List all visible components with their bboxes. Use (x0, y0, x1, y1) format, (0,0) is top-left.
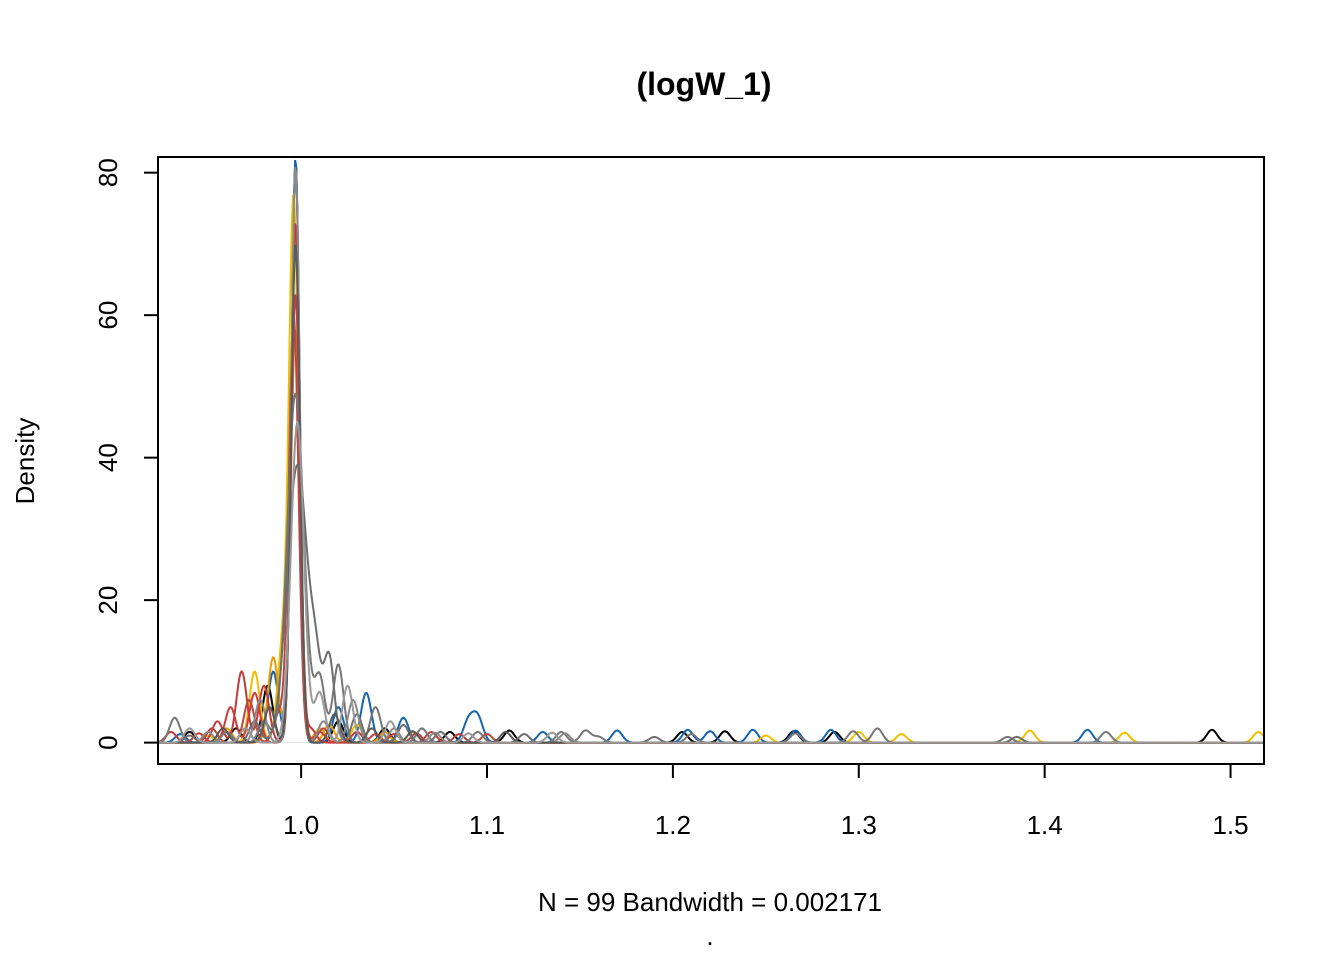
density-series-line-4 (158, 329, 1264, 744)
density-series-line-7 (158, 315, 1264, 744)
density-series-line-2 (158, 159, 1264, 744)
y-tick-label: 60 (93, 301, 123, 330)
density-series-line-1 (158, 159, 1264, 744)
density-series-line-12 (158, 421, 1264, 744)
x-tick-label: 1.3 (841, 810, 877, 840)
chart-title: (logW_1) (636, 66, 771, 102)
x-tick-label: 1.5 (1212, 810, 1248, 840)
x-tick-label: 1.0 (283, 810, 319, 840)
y-axis: 0 20 40 60 80 (93, 158, 159, 750)
x-tick-label: 1.1 (469, 810, 505, 840)
x-axis: 1.0 1.1 1.2 1.3 1.4 1.5 (283, 763, 1249, 840)
y-axis-label: Density (10, 418, 40, 505)
density-series-line-8 (158, 392, 1264, 744)
y-tick-label: 40 (93, 443, 123, 472)
density-series-line-11 (158, 244, 1264, 744)
x-axis-label: N = 99 Bandwidth = 0.002171 (538, 887, 882, 917)
plot-frame (157, 156, 1265, 765)
x-axis-sub-label: . (706, 921, 713, 951)
density-series-line-10 (158, 166, 1264, 744)
x-tick-label: 1.2 (655, 810, 691, 840)
density-series-line-5 (158, 223, 1264, 744)
y-tick-label: 0 (93, 735, 123, 749)
series-layer (158, 159, 1264, 744)
density-series-line-6 (158, 294, 1264, 744)
y-tick-label: 80 (93, 158, 123, 187)
y-tick-label: 20 (93, 586, 123, 615)
x-tick-label: 1.4 (1027, 810, 1063, 840)
